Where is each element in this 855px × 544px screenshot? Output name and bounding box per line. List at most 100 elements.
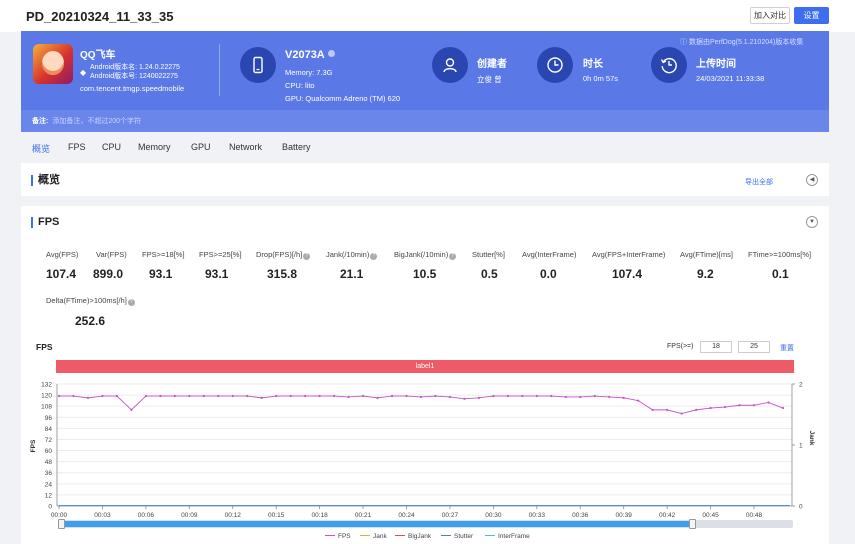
x-tick-label: 00:45 <box>702 512 719 519</box>
device-name: V2073A <box>285 49 335 61</box>
fps-point <box>57 394 61 398</box>
fps-point <box>318 394 321 398</box>
tab-gpu[interactable]: GPU <box>191 142 211 152</box>
fps-card: FPS <box>21 206 829 544</box>
tab-fps[interactable]: FPS <box>68 142 86 152</box>
fps-point <box>738 404 741 407</box>
fps-point <box>535 394 538 398</box>
fps-point <box>217 394 220 398</box>
collapse-left-icon[interactable]: ◀ <box>806 174 818 186</box>
legend-item-stutter[interactable]: Stutter <box>441 533 473 540</box>
fps-point <box>173 394 176 398</box>
fps-point <box>593 394 596 398</box>
legend-item-bigjank[interactable]: BigJank <box>395 533 431 540</box>
user-icon <box>432 47 468 83</box>
stat-value: 107.4 <box>46 267 77 281</box>
stat-value: 10.5 <box>413 267 437 281</box>
fps-point <box>550 394 553 398</box>
stat-value: 21.1 <box>340 267 364 281</box>
fps-point <box>666 408 669 411</box>
tab-network[interactable]: Network <box>229 142 263 152</box>
label-bar[interactable]: label1 <box>56 360 794 373</box>
stat-label: Avg(FPS+InterFrame) <box>592 250 666 259</box>
history-icon <box>651 47 687 83</box>
note-input[interactable]: 添加备注，不超过200个字符 <box>52 118 142 125</box>
x-tick-label: 00:24 <box>398 512 415 519</box>
stat-label: Var(FPS) <box>96 250 127 259</box>
fps-point <box>188 394 191 398</box>
legend-item-fps[interactable]: FPS <box>325 533 351 540</box>
fps-point <box>463 397 466 400</box>
y-tick-label: 96 <box>45 415 53 422</box>
fps-threshold-label: FPS(>=) <box>667 343 694 350</box>
y-axis-title: FPS <box>30 439 37 452</box>
help-icon[interactable]: ? <box>449 253 457 260</box>
fps-point <box>202 394 205 398</box>
stat-label: Drop(FPS)[/h]? <box>256 250 311 260</box>
fps-point <box>159 394 162 398</box>
x-tick-label: 00:21 <box>355 512 372 519</box>
add-compare-button[interactable]: 加入对比 <box>750 7 790 24</box>
upload-label: 上传时间 <box>696 59 736 70</box>
y-tick-label: 132 <box>41 382 52 389</box>
y-tick-label: 36 <box>45 470 53 477</box>
y-tick-label: 48 <box>45 459 53 466</box>
fps-threshold-input-2[interactable]: 25 <box>738 341 770 353</box>
fps-section-title: FPS <box>31 217 59 228</box>
x-tick-label: 00:30 <box>485 512 502 519</box>
expand-down-icon[interactable]: ▼ <box>806 216 818 228</box>
banner-divider <box>219 44 220 96</box>
reset-button[interactable]: 重置 <box>780 345 794 352</box>
x-tick-label: 00:12 <box>225 512 242 519</box>
tab-battery[interactable]: Battery <box>282 142 311 152</box>
stat-value: 0.5 <box>481 267 498 281</box>
creator-label: 创建者 <box>477 59 507 70</box>
help-icon[interactable]: ? <box>303 253 311 260</box>
fps-point <box>405 394 408 398</box>
zoom-handle-left[interactable] <box>58 519 65 529</box>
series-line-fps <box>59 395 784 415</box>
y2-tick-label: 2 <box>799 382 803 389</box>
y-tick-label: 12 <box>45 492 53 499</box>
fps-point <box>579 395 582 399</box>
fps-point <box>86 396 90 399</box>
app-name: QQ飞车 <box>80 50 116 61</box>
stat-label: Jank(/10min)? <box>326 250 378 260</box>
legend-item-interframe[interactable]: InterFrame <box>485 533 530 540</box>
fps-point <box>723 406 727 409</box>
zoom-handle-right[interactable] <box>689 519 696 529</box>
zoom-range[interactable] <box>62 521 693 527</box>
fps-point <box>260 396 263 399</box>
fps-point <box>622 396 625 399</box>
stat-label: Avg(InterFrame) <box>522 250 577 259</box>
app-version: Android版本名: 1.24.0.22275 Android版本号: 124… <box>90 64 180 80</box>
x-tick-label: 00:06 <box>138 512 155 519</box>
stat-label: FPS>=25[%] <box>199 250 242 259</box>
fps-point <box>304 394 307 398</box>
duration-label: 时长 <box>583 59 603 70</box>
fps-point <box>419 395 423 399</box>
fps-point <box>115 394 119 398</box>
export-all-link[interactable]: 导出全部 <box>745 179 773 186</box>
tab-memory[interactable]: Memory <box>138 142 171 152</box>
settings-button[interactable]: 设置 <box>794 7 829 24</box>
fps-point <box>564 395 567 399</box>
fps-point <box>361 394 365 398</box>
creator-value: 立俊 曾 <box>477 75 502 84</box>
y-tick-label: 120 <box>41 393 52 400</box>
legend-item-jank[interactable]: Jank <box>360 533 387 540</box>
help-icon[interactable]: ? <box>370 253 378 260</box>
fps-point <box>289 394 292 398</box>
note-bar[interactable]: 备注: 添加备注，不超过200个字符 <box>21 110 829 132</box>
tab-overview[interactable]: 概览 <box>32 144 51 154</box>
stat-label: Avg(FPS) <box>46 250 79 259</box>
fps-point <box>492 394 495 398</box>
tab-cpu[interactable]: CPU <box>102 142 122 152</box>
fps-threshold-input-1[interactable]: 18 <box>700 341 732 353</box>
device-info-icon[interactable] <box>327 50 335 57</box>
stat-label: BigJank(/10min)? <box>394 250 457 260</box>
help-icon[interactable]: ? <box>127 299 135 306</box>
x-tick-label: 00:39 <box>616 512 633 519</box>
x-tick-label: 00:15 <box>268 512 285 519</box>
fps-point <box>767 401 770 404</box>
